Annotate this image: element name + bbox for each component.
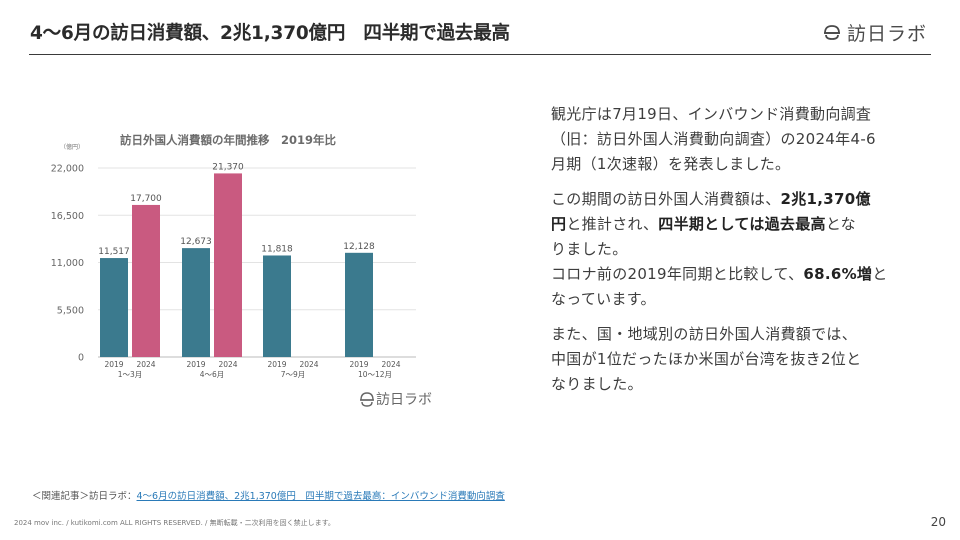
paragraph-3: また、国・地域別の訪日外国人消費額では、 中国が1位だったほか米国が台湾を抜き2… <box>551 322 936 397</box>
text-run: この期間の訪日外国人消費額は、 <box>551 190 781 208</box>
x-category-label: 7〜9月 <box>281 370 306 379</box>
text-line: なりました。 <box>551 375 643 393</box>
x-year-label: 2024 <box>218 360 237 369</box>
brand-icon <box>824 25 840 40</box>
data-label: 12,673 <box>180 237 212 247</box>
x-year-label: 2024 <box>136 360 155 369</box>
x-category-label: 4〜6月 <box>200 370 225 379</box>
data-label: 21,370 <box>212 162 244 172</box>
watermark-icon-stroke <box>361 401 373 407</box>
bar-2019-3 <box>263 255 291 357</box>
related-article-link[interactable]: 4〜6月の訪日消費額、2兆1,370億円 四半期で過去最高：インバウンド消費動向… <box>136 491 505 502</box>
related-article: ＜関連記事＞訪日ラボ：4〜6月の訪日消費額、2兆1,370億円 四半期で過去最高… <box>32 488 505 502</box>
copyright-notice: 2024 mov inc. / kutikomi.com ALL RIGHTS … <box>14 519 335 527</box>
data-label: 12,128 <box>343 242 375 252</box>
y-tick-label: 11,000 <box>51 258 84 269</box>
text-line: なっています。 <box>551 290 656 308</box>
bar-2024-2 <box>214 173 242 357</box>
paragraph-2: この期間の訪日外国人消費額は、2兆1,370億 円と推計され、四半期としては過去… <box>551 187 936 312</box>
x-year-label: 2019 <box>104 360 123 369</box>
x-year-label: 2019 <box>267 360 286 369</box>
text-run: コロナ前の2019年同期と比較して、 <box>551 265 804 283</box>
data-label: 17,700 <box>130 194 162 204</box>
text-line: この期間の訪日外国人消費額は、2兆1,370億 <box>551 187 936 212</box>
page-number: 20 <box>930 515 946 529</box>
related-prefix: ＜関連記事＞訪日ラボ： <box>32 491 137 502</box>
bar-2024-1 <box>132 204 160 357</box>
watermark-icon <box>360 392 374 407</box>
text-run: と <box>872 265 888 283</box>
y-tick-label: 0 <box>78 353 84 364</box>
bar-2019-4 <box>345 252 373 357</box>
body-text: 観光庁は7月19日、インバウンド消費動向調査 （旧：訪日外国人消費動向調査）の2… <box>551 102 936 407</box>
chart: 訪日外国人消費額の年間推移 2019年比 （億円） 22,000 16,500 11,0… <box>40 122 440 422</box>
highlight-amount-unit: 円 <box>551 215 567 233</box>
text-line: 中国が1位だったほか米国が台湾を抜き2位と <box>551 350 862 368</box>
title-divider <box>29 54 931 55</box>
page-title: 4〜6月の訪日消費額、2兆1,370億円 四半期で過去最高 <box>30 23 510 44</box>
chart-title: 訪日外国人消費額の年間推移 2019年比 <box>120 133 337 147</box>
text-line: （旧：訪日外国人消費動向調査）の2024年4-6 <box>551 130 876 148</box>
text-run: と推計され、 <box>566 215 659 233</box>
y-axis-unit: （億円） <box>60 143 84 151</box>
data-label: 11,818 <box>261 244 293 254</box>
brand-name: 訪日ラボ <box>847 22 928 45</box>
text-line: 観光庁は7月19日、インバウンド消費動向調査 <box>551 105 872 123</box>
x-year-label: 2024 <box>381 360 400 369</box>
bar-2019-1 <box>100 258 128 357</box>
x-category-label: 1〜3月 <box>118 370 143 379</box>
y-tick-label: 22,000 <box>51 164 84 175</box>
y-tick-label: 16,500 <box>51 211 84 222</box>
x-year-label: 2019 <box>349 360 368 369</box>
y-tick-label: 5,500 <box>57 305 84 316</box>
text-run: とな <box>825 215 856 233</box>
chart-watermark: 訪日ラボ <box>376 392 432 408</box>
bar-chart: 訪日外国人消費額の年間推移 2019年比 （億円） 22,000 16,500 11,0… <box>51 133 432 408</box>
x-year-label: 2024 <box>299 360 318 369</box>
highlight-amount: 2兆1,370億 <box>780 190 871 208</box>
watermark-icon-stroke <box>360 392 374 401</box>
x-category-label: 10〜12月 <box>358 370 392 379</box>
x-year-label: 2019 <box>186 360 205 369</box>
text-line: りました。 <box>551 240 628 258</box>
highlight-record: 四半期としては過去最高 <box>658 215 826 233</box>
text-line: また、国・地域別の訪日外国人消費額では、 <box>551 325 858 343</box>
data-label: 11,517 <box>98 247 130 257</box>
text-line: 月期（1次速報）を発表しました。 <box>551 155 791 173</box>
highlight-growth: 68.6%増 <box>803 265 873 283</box>
bar-2019-2 <box>182 248 210 357</box>
brand-logo: 訪日ラボ <box>822 19 927 45</box>
text-line: 円と推計され、四半期としては過去最高とな <box>551 212 936 237</box>
paragraph-1: 観光庁は7月19日、インバウンド消費動向調査 （旧：訪日外国人消費動向調査）の2… <box>551 102 936 177</box>
text-line: コロナ前の2019年同期と比較して、68.6%増と <box>551 262 936 287</box>
